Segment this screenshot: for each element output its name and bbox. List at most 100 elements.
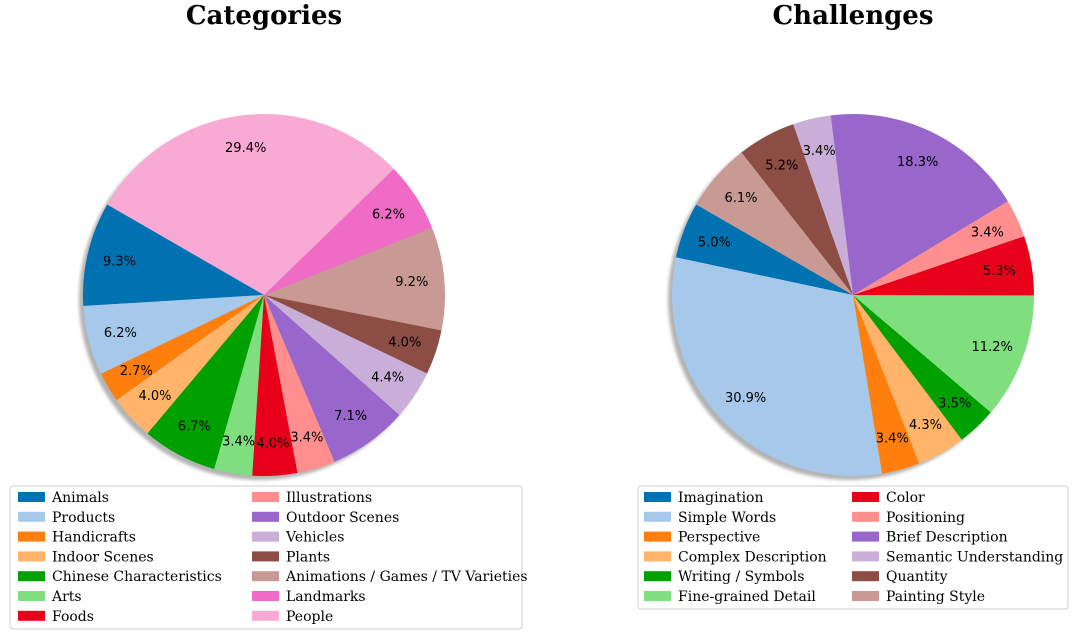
pie-slice-positioning xyxy=(853,201,1025,295)
pie-slice-outdoor-scenes xyxy=(264,295,400,462)
legend: Animals Products Handicrafts Indoor Scenes C… xyxy=(9,485,528,630)
chart-title: Challenges xyxy=(772,1,933,31)
pie-slice-illustrations xyxy=(264,295,335,473)
legend-label-indoor-scenes: Indoor Scenes xyxy=(52,549,154,565)
pie-slice-quantity xyxy=(741,124,853,295)
legend-swatch-brief-description xyxy=(852,531,879,542)
legend-label-chinese-characteristics: Chinese Characteristics xyxy=(52,569,222,585)
pie-slice-chinese-characteristics xyxy=(147,295,264,470)
slice-label-outdoor-scenes: 7.1% xyxy=(334,409,367,424)
legend-label-semantic-understanding: Semantic Understanding xyxy=(886,549,1063,565)
legend-swatch-arts xyxy=(18,591,45,601)
slice-label-people: 29.4% xyxy=(225,141,266,156)
slice-label-semantic-understanding: 3.4% xyxy=(803,144,836,159)
legend-swatch-imagination xyxy=(644,492,671,502)
legend-swatch-painting-style xyxy=(852,591,879,601)
legend-swatch-positioning xyxy=(852,511,879,522)
slice-label-foods: 4.0% xyxy=(256,437,289,452)
legend-swatch-animals xyxy=(18,492,45,502)
pie-slice-products xyxy=(83,295,264,374)
legend-swatch-writing-symbols xyxy=(644,571,671,582)
legend-label-brief-description: Brief Description xyxy=(886,530,1008,546)
legend-label-landmarks: Landmarks xyxy=(286,589,366,605)
legend-label-illustrations: Illustrations xyxy=(286,490,372,506)
slice-label-fine-grained-detail: 11.2% xyxy=(972,340,1013,355)
legend-swatch-handicrafts xyxy=(18,531,45,542)
legend-swatch-chinese-characteristics xyxy=(18,571,45,582)
pie-slice-fine-grained-detail xyxy=(853,295,1034,413)
slice-label-indoor-scenes: 4.0% xyxy=(138,389,171,404)
slice-label-handicrafts: 2.7% xyxy=(120,364,153,379)
chart-title: Categories xyxy=(186,1,342,31)
slice-label-perspective: 3.4% xyxy=(876,432,909,447)
legend-label-writing-symbols: Writing / Symbols xyxy=(678,569,804,585)
legend-swatch-illustrations xyxy=(252,492,279,502)
legend-label-products: Products xyxy=(52,510,115,526)
categories-chart: Categories 9.3%6.2%2.7%4.0%6.7%3.4% 4.0% 3… xyxy=(9,1,528,630)
pie-slice-simple-words xyxy=(672,257,883,476)
slice-label-complex-description: 4.3% xyxy=(909,418,942,433)
pie-slice-semantic-understanding xyxy=(793,115,853,295)
pie-slice-people xyxy=(107,113,394,295)
legend-label-complex-description: Complex Description xyxy=(678,549,827,565)
legend-swatch-animations-games-tv-varieties xyxy=(252,571,279,582)
pie-slice-complex-description xyxy=(853,295,962,464)
legend-label-outdoor-scenes: Outdoor Scenes xyxy=(286,510,399,526)
slice-label-imagination: 5.0% xyxy=(698,235,731,250)
legend-swatch-outdoor-scenes xyxy=(252,511,279,522)
legend-swatch-complex-description xyxy=(644,551,671,562)
pie-slice-arts xyxy=(214,295,264,476)
legend-label-simple-words: Simple Words xyxy=(678,510,776,526)
legend-label-quantity: Quantity xyxy=(886,569,948,585)
pie-slice-painting-style xyxy=(696,152,853,295)
legend-label-people: People xyxy=(286,609,333,625)
pie-slice-vehicles xyxy=(264,295,428,415)
pie-slice-imagination xyxy=(675,204,853,295)
pie: 5.0%30.9%3.4%4.3%3.5%11.2%5.3%3.4%18.3%3… xyxy=(668,114,1035,480)
legend-swatch-quantity xyxy=(852,571,879,582)
legend-swatch-landmarks xyxy=(252,591,279,601)
slice-label-animations-games-tv-varieties: 9.2% xyxy=(395,275,428,290)
legend-label-fine-grained-detail: Fine-grained Detail xyxy=(678,589,816,605)
legend-swatch-vehicles xyxy=(252,531,279,542)
challenges-chart: Challenges 5.0%30.9%3.4%4.3%3.5%11.2%5.3… xyxy=(637,1,1069,610)
legend-label-arts: Arts xyxy=(51,589,82,605)
legend-swatch-indoor-scenes xyxy=(18,551,45,562)
slice-label-simple-words: 30.9% xyxy=(725,391,766,406)
legend-swatch-color xyxy=(852,492,879,502)
legend-swatch-foods xyxy=(18,610,45,621)
legend-label-perspective: Perspective xyxy=(678,530,760,546)
pie-slice-writing-symbols xyxy=(853,295,991,440)
legend-label-color: Color xyxy=(886,490,925,506)
pie-slice-animals xyxy=(82,204,264,306)
legend-swatch-semantic-understanding xyxy=(852,551,879,562)
legend-label-painting-style: Painting Style xyxy=(886,589,985,605)
legend-swatch-people xyxy=(252,610,279,621)
pie-slice-color xyxy=(853,236,1035,296)
slice-label-chinese-characteristics: 6.7% xyxy=(178,420,211,435)
slice-label-animals: 9.3% xyxy=(103,255,136,270)
pie-slice-brief-description xyxy=(830,114,1008,295)
legend-swatch-simple-words xyxy=(644,511,671,522)
pie-slice-handicrafts xyxy=(101,295,264,401)
legend: Imagination Simple Words Perspective Comple… xyxy=(637,485,1069,610)
slice-label-quantity: 5.2% xyxy=(765,158,798,173)
slice-label-brief-description: 18.3% xyxy=(897,155,938,170)
legend-swatch-plants xyxy=(252,551,279,562)
legend-label-positioning: Positioning xyxy=(886,510,965,526)
slice-label-landmarks: 6.2% xyxy=(372,208,405,223)
legend-label-vehicles: Vehicles xyxy=(285,530,344,546)
legend-swatch-fine-grained-detail xyxy=(644,591,671,601)
legend-swatch-products xyxy=(18,511,45,522)
slice-label-arts: 3.4% xyxy=(222,435,255,450)
pie-slice-indoor-scenes xyxy=(116,295,265,434)
slice-label-plants: 4.0% xyxy=(388,336,421,351)
slice-label-writing-symbols: 3.5% xyxy=(938,397,971,412)
legend-label-plants: Plants xyxy=(286,549,330,565)
pie-slice-animations-games-tv-varieties xyxy=(264,227,445,331)
legend-label-imagination: Imagination xyxy=(678,490,764,506)
slice-label-vehicles: 4.4% xyxy=(371,371,404,386)
legend-frame xyxy=(637,485,1069,610)
slice-label-color: 5.3% xyxy=(983,264,1016,279)
